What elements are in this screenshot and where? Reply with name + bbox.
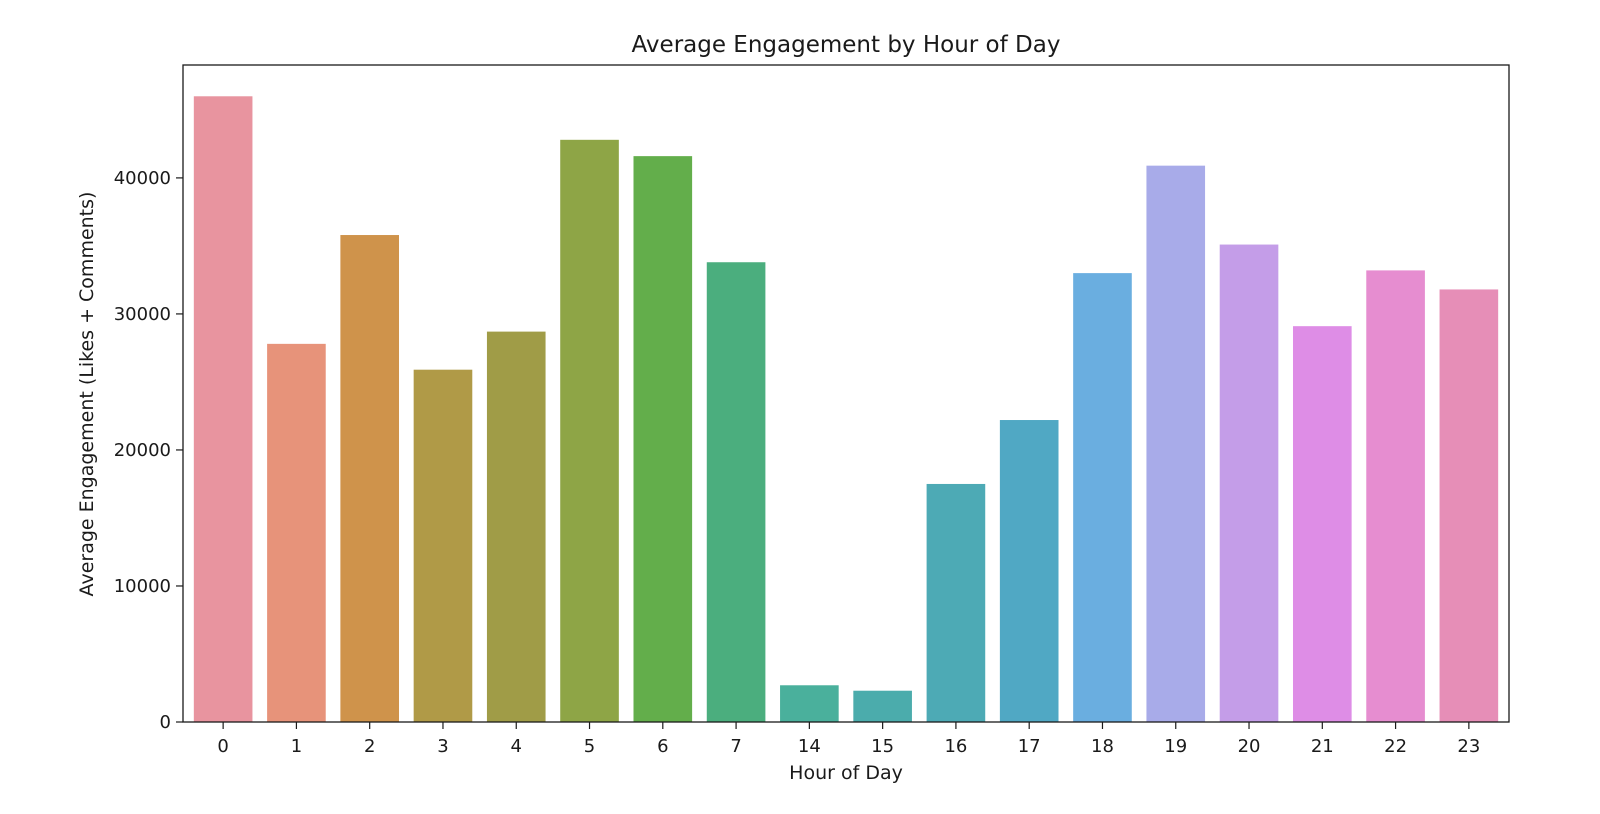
x-tick-label: 19 xyxy=(1164,736,1187,757)
bar-hour-17 xyxy=(999,420,1059,722)
bar-hour-16 xyxy=(926,483,986,722)
x-tick-label: 16 xyxy=(944,736,967,757)
y-axis-label: Average Engagement (Likes + Comments) xyxy=(76,192,98,597)
x-tick-label: 18 xyxy=(1091,736,1114,757)
chart-title: Average Engagement by Hour of Day xyxy=(632,32,1061,58)
x-tick-label: 1 xyxy=(291,736,302,757)
x-tick-label: 22 xyxy=(1384,736,1407,757)
y-tick-label: 30000 xyxy=(114,304,171,325)
bar-hour-0 xyxy=(193,96,253,723)
bar-hour-6 xyxy=(633,156,693,722)
bar-hour-5 xyxy=(560,139,619,722)
x-tick-label: 14 xyxy=(798,736,821,757)
plot-frame xyxy=(182,64,1510,723)
bars-group xyxy=(193,96,1499,723)
y-axis-ticks: 0 10000 20000 30000 40000 xyxy=(114,168,183,733)
bar-hour-22 xyxy=(1366,270,1425,722)
y-tick-label: 40000 xyxy=(114,168,171,189)
x-tick-label: 5 xyxy=(584,736,595,757)
x-tick-label: 3 xyxy=(437,736,448,757)
bar-hour-20 xyxy=(1219,244,1279,722)
x-tick-label: 17 xyxy=(1018,736,1041,757)
y-tick-label: 0 xyxy=(160,712,171,733)
bar-hour-1 xyxy=(267,343,326,722)
bar-hour-3 xyxy=(413,369,473,722)
x-tick-label: 2 xyxy=(364,736,375,757)
y-tick-label: 10000 xyxy=(114,576,171,597)
bar-hour-19 xyxy=(1146,165,1206,722)
bar-hour-18 xyxy=(1073,273,1132,722)
x-tick-label: 20 xyxy=(1238,736,1261,757)
y-tick-label: 20000 xyxy=(114,440,171,461)
bar-hour-14 xyxy=(780,685,839,722)
bar-hour-23 xyxy=(1439,289,1499,722)
bar-hour-4 xyxy=(486,331,546,722)
bar-hour-21 xyxy=(1292,326,1352,722)
bar-hour-15 xyxy=(853,690,912,722)
bar-hour-2 xyxy=(340,235,400,722)
x-tick-label: 23 xyxy=(1457,736,1480,757)
x-tick-label: 21 xyxy=(1311,736,1334,757)
x-axis-label: Hour of Day xyxy=(789,762,903,784)
bar-hour-7 xyxy=(706,262,766,722)
x-tick-label: 7 xyxy=(730,736,741,757)
x-tick-label: 15 xyxy=(871,736,894,757)
x-tick-label: 0 xyxy=(217,736,228,757)
x-axis-ticks: 0 1 2 3 4 5 6 7 14 15 16 17 18 19 20 21 22 23 xyxy=(217,722,1480,757)
x-tick-label: 6 xyxy=(657,736,668,757)
x-tick-label: 4 xyxy=(511,736,522,757)
